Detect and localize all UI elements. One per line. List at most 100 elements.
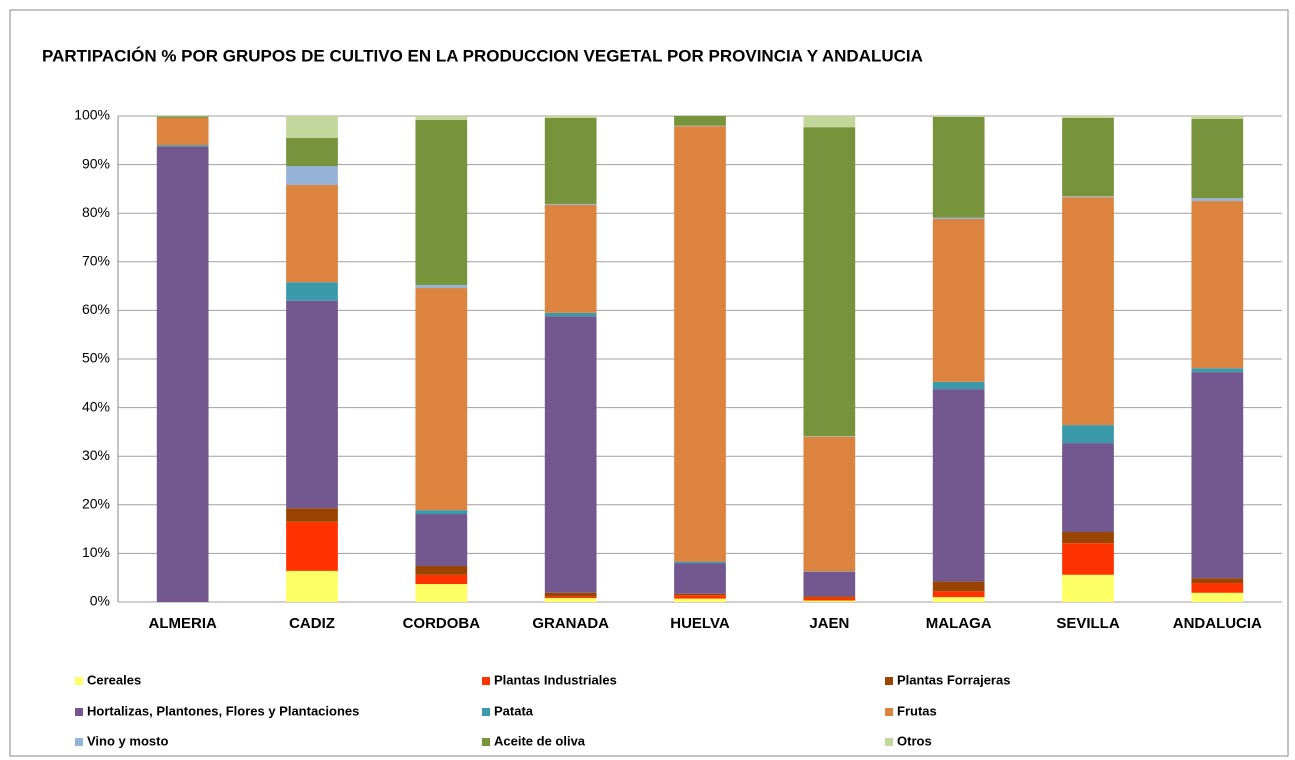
bar-segment [1062,574,1114,602]
legend-swatch [75,738,83,746]
bar-segment [286,300,338,509]
bar-segment [932,116,985,117]
bar-segment [415,584,468,602]
bar-segment [803,596,856,598]
bar-segment [803,597,856,601]
bar-segment [932,116,985,218]
bar-segment [1062,197,1114,426]
bar-segment [286,570,338,602]
bar-segment [1062,543,1114,575]
bar-segment [1062,425,1114,444]
legend-swatch [885,677,893,685]
bar-segment [415,574,468,585]
bar-segment [1062,532,1114,544]
bar-segment [803,436,856,572]
bar-segment [286,508,338,522]
x-tick-label: JAEN [809,615,849,632]
legend-swatch [482,708,490,716]
legend-swatch [885,708,893,716]
y-tick-label: 70% [82,253,110,269]
x-tick-label: HUELVA [670,615,730,632]
legend-swatch [75,677,83,685]
legend-label: Otros [897,733,932,748]
bar-segment [1062,117,1114,197]
x-tick-label: ALMERIA [149,615,217,632]
bar-segment [415,116,468,120]
legend-label: Plantas Forrajeras [897,672,1010,687]
bar-segment [932,597,985,602]
bar-segment [1191,372,1244,579]
bar-segment [415,514,468,567]
bar-segment [803,116,856,128]
bar-segment [1191,583,1244,593]
bar-segment [156,146,209,603]
bar-segment [803,127,856,437]
bar-segment [544,312,597,317]
legend-swatch [885,738,893,746]
bar-segment [544,596,597,599]
bar-segment [932,591,985,598]
bar-segment [932,381,985,390]
bar-segment [932,581,985,592]
bar-segment [1062,443,1114,533]
y-tick-label: 10% [82,544,110,560]
bar-segment [286,521,338,571]
legend-label: Vino y mosto [87,733,168,748]
x-tick-label: CORDOBA [403,615,481,632]
y-tick-label: 0% [90,593,110,609]
bar-segment [1191,578,1244,584]
bar-segment [1191,201,1244,369]
bar-segment [1191,198,1244,202]
chart-title: PARTIPACIÓN % POR GRUPOS DE CULTIVO EN L… [42,46,923,65]
legend-swatch [482,738,490,746]
bar-segment [674,126,726,562]
bar-segment [286,185,338,283]
bar-segment [415,119,468,286]
bar-segment [932,389,985,582]
y-tick-label: 20% [82,496,110,512]
bar-segment [932,219,985,382]
y-tick-label: 80% [82,204,110,220]
y-tick-label: 30% [82,447,110,463]
bar-segment [156,145,209,147]
bar-segment [544,316,597,593]
legend-swatch [482,677,490,685]
bar-segment [674,598,726,602]
bar-segment [1062,196,1114,198]
bar-segment [415,510,468,515]
bar-segment [156,116,209,118]
y-tick-label: 40% [82,398,110,414]
x-tick-label: ANDALUCIA [1173,615,1262,632]
bar-segment [544,117,597,204]
legend-label: Hortalizas, Plantones, Flores y Plantaci… [87,703,359,718]
bar-segment [544,204,597,313]
legend-label: Patata [494,703,534,718]
bar-segment [286,166,338,186]
x-tick-label: SEVILLA [1056,615,1120,632]
bar-segment [803,571,856,597]
bar-segment [544,203,597,205]
bar-segment [415,288,468,511]
bar-segment [674,116,726,126]
bar-segment [1191,118,1244,199]
bar-segment [674,593,726,596]
bar-segment [156,117,209,146]
y-tick-label: 50% [82,350,110,366]
bar-segment [674,595,726,599]
bar-segment [803,600,856,602]
bar-segment [544,598,597,602]
bar-segment [674,561,726,564]
bar-segment [415,285,468,289]
bar-segment [544,116,597,118]
bar-segment [286,116,338,138]
x-tick-label: MALAGA [926,615,992,632]
y-tick-label: 100% [74,107,110,123]
bar-segment [544,592,597,597]
legend-label: Frutas [897,703,937,718]
y-tick-label: 90% [82,155,110,171]
bar-segment [1191,116,1244,119]
y-tick-label: 60% [82,301,110,317]
legend-label: Aceite de oliva [494,733,586,748]
bar-segment [286,282,338,301]
